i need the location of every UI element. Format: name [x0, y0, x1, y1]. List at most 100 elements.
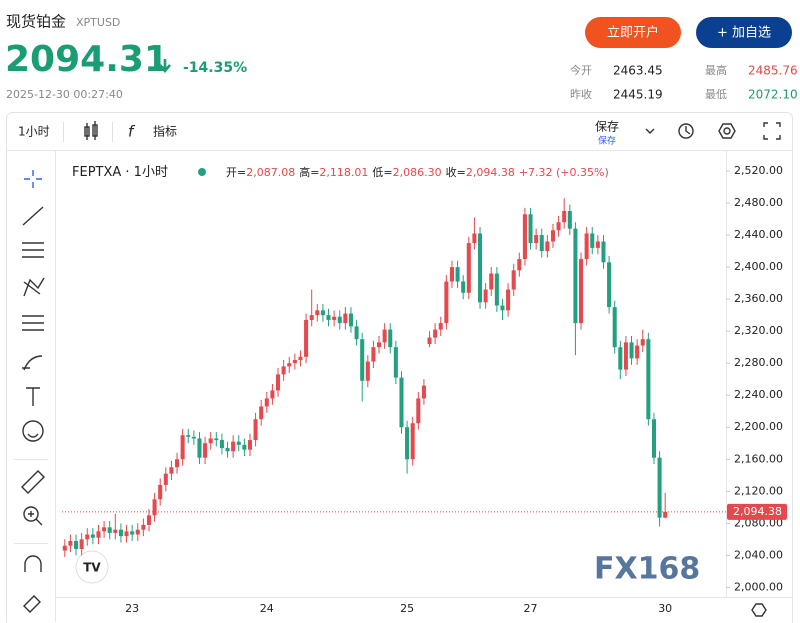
- candle-body: [550, 230, 555, 242]
- candle-body: [410, 423, 415, 460]
- candle-body: [607, 262, 612, 308]
- drawing-tools[interactable]: [21, 170, 45, 613]
- candle-body: [663, 511, 668, 518]
- candle-body: [219, 440, 224, 449]
- candle-body: [466, 243, 471, 293]
- candle-body: [102, 527, 107, 532]
- candle-body: [169, 467, 174, 474]
- candle-body: [500, 305, 505, 311]
- y-tick-label: 2,360.00: [734, 292, 783, 305]
- candle-body: [292, 359, 297, 364]
- candle-body: [416, 398, 421, 424]
- stat-label: 最高: [705, 63, 727, 77]
- candle-body: [107, 527, 112, 533]
- x-tick-label: 24: [260, 602, 274, 615]
- candle-body: [545, 241, 550, 252]
- candle-body: [455, 267, 460, 282]
- candle-body: [433, 329, 438, 338]
- candle-body: [573, 228, 578, 324]
- candle-body: [287, 363, 292, 367]
- candle-body: [309, 315, 314, 320]
- stat-label: 最低: [705, 88, 727, 101]
- x-tick-label: 25: [400, 602, 414, 615]
- save-sub[interactable]: 保存: [598, 135, 616, 147]
- candle-body: [163, 473, 168, 485]
- candle-body: [281, 366, 286, 375]
- ohlc-change: +7.32 (+0.35%): [519, 166, 609, 179]
- save-dropdown[interactable]: [645, 128, 655, 134]
- ohlc-value: 2,118.01: [319, 166, 368, 179]
- candle-body: [236, 441, 241, 445]
- candle-body: [130, 531, 135, 535]
- y-tick-label: 2,120.00: [734, 484, 783, 497]
- candle-body: [270, 390, 275, 399]
- tv-logo-text: TV: [83, 561, 101, 575]
- stat-label: 昨收: [570, 87, 592, 101]
- candle-body: [556, 222, 561, 231]
- candle-body: [113, 529, 118, 533]
- open-account-button[interactable]: [585, 17, 681, 48]
- candle-body: [382, 329, 387, 343]
- candle-body: [444, 281, 449, 324]
- candle-body: [646, 339, 651, 420]
- symbol: XPTUSD: [76, 16, 120, 29]
- tv-logo: [75, 550, 109, 584]
- ohlc-label: 低=: [372, 166, 392, 179]
- candle-body: [337, 316, 342, 324]
- y-tick-label: 2,520.00: [734, 164, 783, 177]
- open-account-label[interactable]: 立即开户: [607, 25, 659, 41]
- x-tick-label: 27: [524, 602, 538, 615]
- candle-body: [276, 374, 281, 391]
- candle-body: [135, 529, 140, 535]
- change: -14.35%: [183, 60, 247, 76]
- add-watchlist-button[interactable]: [696, 17, 792, 48]
- candle-body: [85, 534, 90, 540]
- fullscreen-icon[interactable]: [763, 122, 781, 140]
- candle-body: [225, 448, 230, 452]
- candle-body: [461, 281, 466, 293]
- fx-icon[interactable]: f: [128, 123, 136, 141]
- add-watchlist-label[interactable]: + 加自选: [717, 26, 771, 41]
- settings-icon[interactable]: [718, 123, 736, 139]
- y-tick-label: 2,160.00: [734, 452, 783, 465]
- legend: FEPTXA · 1小时: [72, 165, 168, 180]
- candle-body: [208, 438, 213, 444]
- candle-body: [657, 457, 662, 518]
- candle-body: [315, 310, 320, 316]
- candle-body: [214, 438, 219, 441]
- chart-frame: [6, 112, 793, 623]
- candle-body: [348, 313, 353, 327]
- candle-body: [247, 440, 252, 450]
- candle-body: [197, 438, 202, 458]
- y-tick-label: 2,280.00: [734, 356, 783, 369]
- live-dot: [198, 168, 206, 176]
- indicators[interactable]: 指标: [153, 124, 177, 139]
- axis-settings-icon[interactable]: [751, 603, 767, 617]
- candle-body: [511, 270, 516, 290]
- y-tick-label: 2,480.00: [734, 196, 783, 209]
- ohlc-value: 2,086.30: [393, 166, 442, 179]
- candle-body: [618, 347, 623, 370]
- title: 现货铂金: [6, 13, 66, 31]
- candle-body: [562, 211, 567, 223]
- candle-body: [141, 524, 146, 530]
- save[interactable]: 保存: [595, 120, 619, 134]
- candle-body: [298, 356, 303, 360]
- candle-body: [534, 235, 539, 244]
- candle-body: [158, 484, 163, 500]
- down-arrow: [159, 59, 171, 74]
- stat-value: 2072.10: [748, 88, 798, 102]
- candle-body: [152, 499, 157, 516]
- candle-body: [253, 419, 258, 441]
- candle-type-icon[interactable]: [84, 121, 98, 140]
- stat-label: 今开: [570, 63, 592, 77]
- alert-icon[interactable]: [678, 123, 694, 139]
- candle-body: [264, 398, 269, 407]
- candle-body: [186, 435, 191, 437]
- candle-body: [528, 214, 533, 244]
- x-tick-label: 30: [658, 602, 672, 615]
- interval[interactable]: 1小时: [18, 125, 50, 139]
- y-tick-label: 2,240.00: [734, 388, 783, 401]
- ohlc-label: 收=: [446, 165, 466, 179]
- watermark: FX168: [594, 552, 700, 587]
